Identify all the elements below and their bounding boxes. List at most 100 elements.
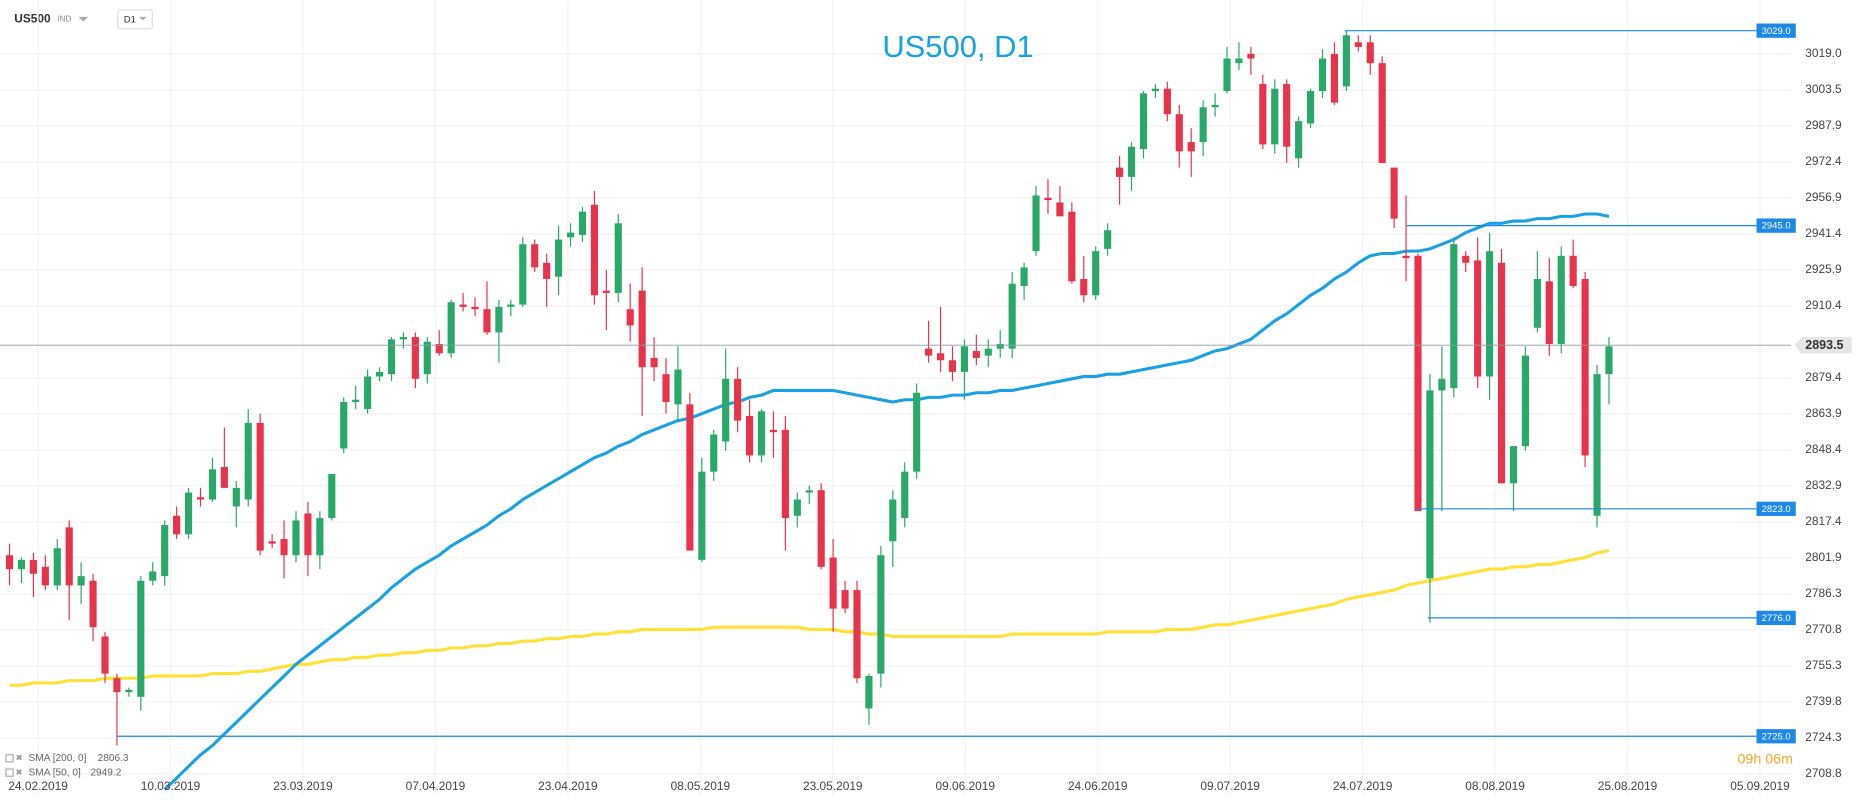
candle-body (1235, 58, 1243, 64)
candle-body (722, 378, 730, 442)
candle-body (1497, 262, 1506, 484)
level-tag (1756, 23, 1796, 38)
candle-body (29, 559, 37, 574)
sma-line (9, 549, 1610, 687)
candle-body (1044, 197, 1052, 201)
level-tag (1756, 610, 1796, 626)
candle-body (280, 538, 288, 556)
candle-body (399, 337, 407, 340)
candle-body (232, 487, 240, 507)
candle-body (1127, 146, 1136, 177)
y-tick-label: 2956.9 (1805, 190, 1842, 204)
candle-body (208, 469, 217, 500)
dropdown-arrow[interactable] (78, 16, 89, 22)
candle-body (626, 309, 634, 326)
candle-body (734, 378, 742, 421)
candle-body (1163, 88, 1171, 115)
plot (0, 30, 1792, 791)
candle-body (447, 302, 455, 354)
header: US500 IND D1 (14, 9, 153, 30)
y-tick-label: 2708.8 (1805, 766, 1842, 780)
candle-body (710, 434, 718, 472)
x-tick-label: 24.07.2019 (1333, 779, 1393, 793)
candle-body (543, 262, 551, 280)
candle-body (1306, 91, 1315, 124)
candle-body (1318, 58, 1327, 92)
x-tick-label: 09.07.2019 (1200, 779, 1260, 793)
candle-body (316, 518, 324, 556)
candle-body (471, 306, 479, 310)
candle-body (650, 357, 658, 368)
sma-line (163, 212, 1610, 791)
y-tick-label: 3019.0 (1805, 46, 1842, 60)
candle-body (1080, 279, 1088, 296)
candle-body (531, 244, 539, 268)
candle-body (41, 566, 49, 586)
x-tick-label: 25.08.2019 (1598, 779, 1658, 793)
symbol[interactable]: US500 (14, 11, 51, 25)
candle-body (1116, 167, 1124, 177)
candle-body (17, 559, 26, 570)
candle-body (1414, 255, 1422, 512)
grid (0, 0, 1792, 796)
timer: 09h 06m (1737, 751, 1793, 767)
candle-body (1366, 42, 1374, 64)
candle-body (89, 580, 97, 628)
candle-body (1056, 202, 1064, 217)
candle-body (817, 490, 825, 567)
y-tick-label: 2863.9 (1805, 406, 1842, 420)
candle-body (1211, 104, 1219, 108)
candle-body (1557, 255, 1565, 345)
level-tag (1756, 729, 1796, 744)
candle-body (1223, 58, 1231, 92)
candle-body (5, 555, 14, 570)
candle-body (364, 376, 372, 409)
candle-body (459, 304, 467, 307)
candle-body (125, 689, 133, 693)
candle-body (1402, 255, 1410, 259)
candle-body (686, 404, 694, 551)
candle-body (387, 339, 396, 375)
timeframe[interactable]: D1 (124, 14, 136, 25)
candle-body (411, 337, 419, 379)
candle-body (1342, 35, 1350, 87)
candle-body (805, 490, 813, 493)
y-tick-label: 2848.4 (1805, 442, 1842, 456)
x-tick-label: 23.05.2019 (803, 779, 863, 793)
candle-body (769, 429, 778, 433)
candle-body (53, 548, 61, 586)
x-tick-label: 10.03.2019 (141, 779, 201, 793)
legend-value: 2806.3 (98, 753, 129, 764)
candle-body (1354, 42, 1362, 47)
candle-body (1330, 53, 1339, 103)
chart-title: US500, D1 (882, 29, 1033, 64)
candle-body (101, 636, 109, 674)
candle-body (161, 525, 169, 577)
x-tick-label: 24.06.2019 (1068, 779, 1128, 793)
candle-body (519, 244, 527, 305)
candle-body (984, 348, 992, 356)
current-price-tag (1794, 336, 1852, 354)
candle-body (578, 211, 587, 235)
candle-body (745, 415, 754, 456)
candle-body (1390, 167, 1398, 219)
market: IND (57, 14, 71, 24)
dropdown-arrow[interactable] (139, 16, 147, 21)
candle-body (1462, 255, 1470, 263)
candle-body (244, 422, 252, 500)
legend-close: ✖ (15, 753, 22, 763)
candle-body (495, 306, 503, 333)
level-label: 2725.0 (1762, 731, 1791, 742)
candle-body (1139, 93, 1148, 150)
x-tick-label: 23.03.2019 (273, 779, 333, 793)
candle-body (901, 471, 909, 519)
y-tick-label: 2987.9 (1805, 118, 1842, 132)
candle-body (1104, 230, 1112, 249)
candle-body (1521, 355, 1529, 447)
timeframe-box[interactable] (117, 9, 153, 30)
candle-body (877, 555, 885, 674)
candle-body (781, 429, 789, 519)
candle-body (1008, 283, 1016, 349)
candle-body (853, 590, 861, 679)
